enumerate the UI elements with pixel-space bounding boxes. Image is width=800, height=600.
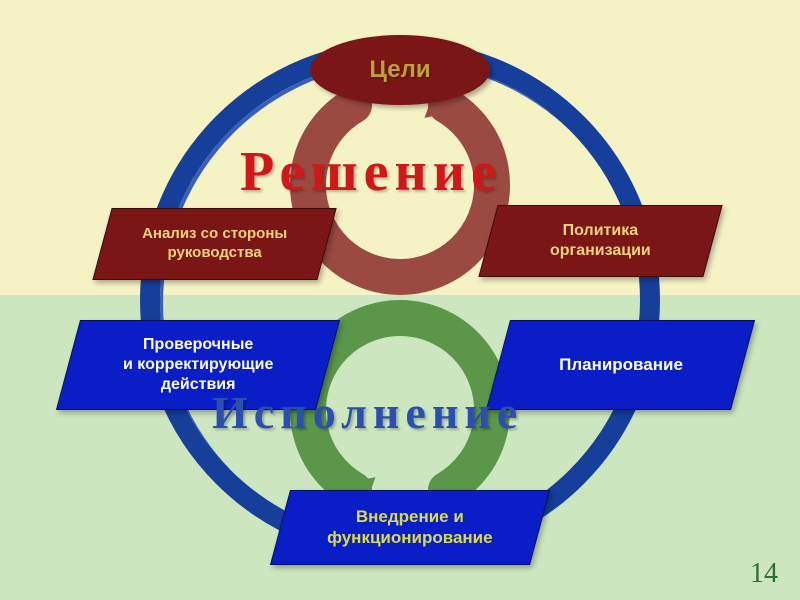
box-analysis-label: Анализ со стороныруководства bbox=[132, 219, 297, 269]
goals-label: Цели bbox=[369, 56, 430, 84]
box-planning-label: Планирование bbox=[549, 348, 693, 381]
box-policy-label: Политикаорганизации bbox=[540, 215, 661, 267]
decision-word: Решение bbox=[240, 140, 502, 204]
box-implement-label: Внедрение ифункционирование bbox=[317, 500, 503, 555]
box-implement: Внедрение ифункционирование bbox=[270, 490, 550, 565]
execution-word: Исполнение bbox=[212, 386, 523, 439]
box-policy: Политикаорганизации bbox=[478, 205, 722, 277]
goals-ellipse: Цели bbox=[310, 35, 490, 105]
box-planning: Планирование bbox=[486, 320, 755, 410]
slide-number: 14 bbox=[750, 558, 778, 590]
box-analysis: Анализ со стороныруководства bbox=[92, 208, 336, 280]
